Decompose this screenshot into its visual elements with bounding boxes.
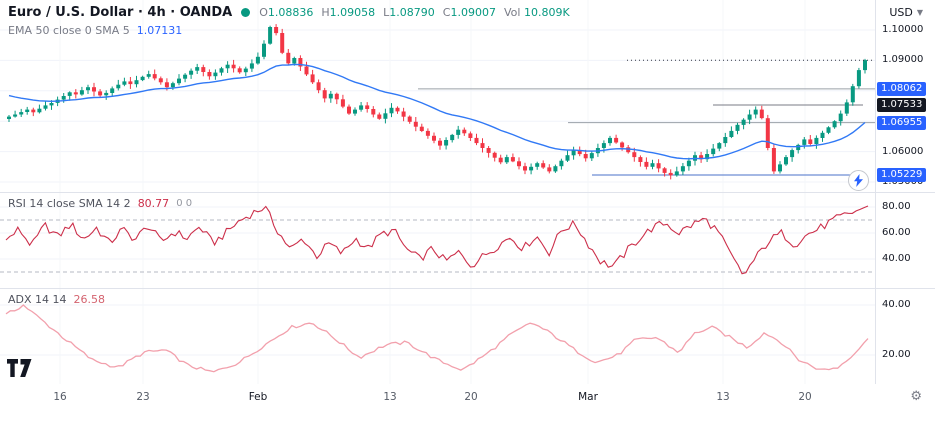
time-label: 23 [136,391,150,403]
rsi-extra-values: 0 0 [176,198,193,209]
main-price-pane[interactable] [0,0,935,192]
ohlc-item: H1.09058 [321,6,376,19]
time-label: Mar [578,391,598,403]
adx-legend[interactable]: ADX 14 14 26.58 [8,293,105,306]
time-label: Feb [248,391,268,403]
rsi-title: RSI 14 close SMA 14 2 [8,197,131,210]
rsi-value: 80.77 [137,197,170,210]
adx-value: 26.58 [73,293,106,306]
time-label: 16 [53,391,67,403]
ema-indicator-label[interactable]: EMA 50 close 0 SMA 5 [8,24,130,37]
quick-trade-button[interactable] [848,170,869,191]
ema-indicator-value: 1.07131 [136,24,183,37]
ohlc-item: L1.08790 [383,6,435,19]
currency-label: USD [889,6,913,19]
indicator-legend: EMA 50 close 0 SMA 5 1.07131 [8,24,182,37]
pane-divider[interactable] [0,192,935,193]
lightning-icon [854,174,863,187]
ohlc-item: O1.08836 [259,6,314,19]
rsi-pane[interactable] [0,192,935,288]
time-label: 13 [383,391,397,403]
time-label: 20 [464,391,478,403]
ohlc-item: C1.09007 [442,6,496,19]
time-axis[interactable]: 16 23 Feb 13 20 Mar 13 20 [0,384,935,425]
adx-title: ADX 14 14 [8,293,67,306]
price-scale-currency[interactable]: USD ▼ [889,6,923,19]
adx-pane[interactable] [0,288,935,384]
price-axis-divider [875,0,876,425]
gear-icon[interactable]: ⚙ [910,389,922,404]
market-status-dot [241,8,251,17]
chart-legend: Euro / U.S. Dollar · 4h · OANDA O1.08836… [8,5,570,20]
rsi-legend[interactable]: RSI 14 close SMA 14 2 80.77 0 0 [8,197,192,210]
ohlc-values: O1.08836 H1.09058 L1.08790 C1.09007 Vol 10.8… [259,6,569,19]
chevron-down-icon: ▼ [916,8,923,17]
symbol-title[interactable]: Euro / U.S. Dollar · 4h · OANDA [8,5,233,20]
tradingview-logo-icon [7,359,32,377]
pane-divider[interactable] [0,288,935,289]
tradingview-logo[interactable] [7,359,32,382]
time-label: 13 [716,391,730,403]
time-label: 20 [798,391,812,403]
ohlc-item: Vol 10.809K [503,6,570,19]
